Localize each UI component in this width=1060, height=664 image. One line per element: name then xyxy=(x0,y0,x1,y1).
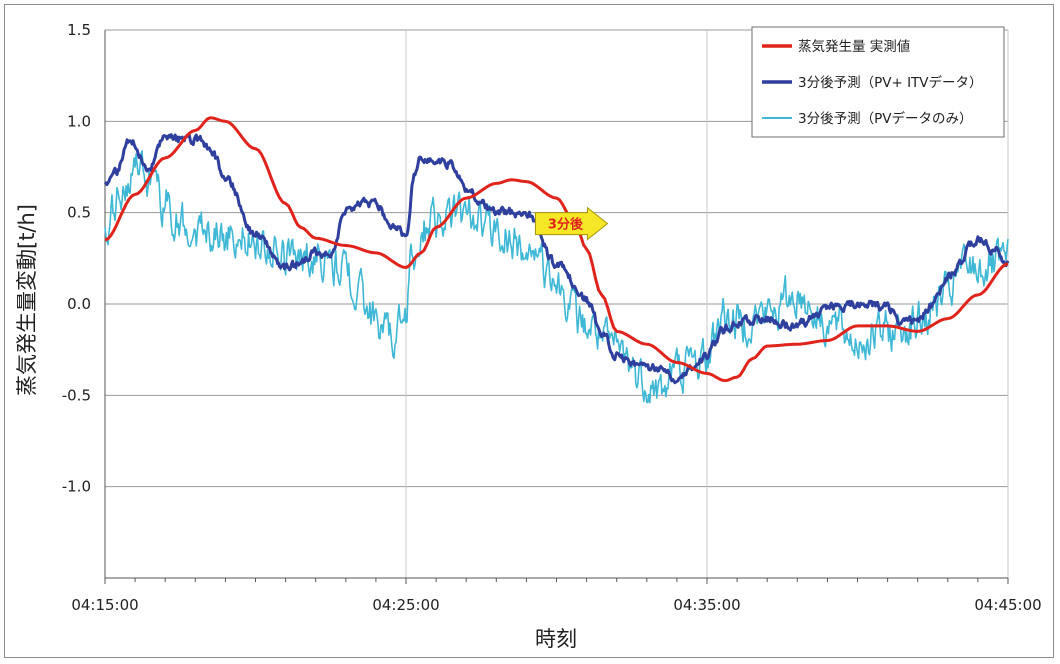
y-tick-label: 1.0 xyxy=(67,112,91,130)
annotation-layer: 3分後 xyxy=(534,206,609,241)
legend-label: 3分後予測（PV+ ITVデータ） xyxy=(798,74,983,91)
y-axis-title: 蒸気発生量変動[t/h] xyxy=(15,204,39,396)
y-tick-label: -0.5 xyxy=(62,386,91,404)
legend-box xyxy=(751,26,1005,138)
annotation-arrow xyxy=(534,206,609,241)
x-tick-label: 04:15:00 xyxy=(71,596,138,614)
x-tick-label: 04:45:00 xyxy=(974,596,1041,614)
annotation-label: 3分後 xyxy=(548,217,584,233)
series-layer xyxy=(103,116,1010,404)
y-tick-label: 0.5 xyxy=(67,204,91,222)
x-tick-label: 04:35:00 xyxy=(673,596,740,614)
axes: 1.5 1.0 0.5 0.0 -0.5 -1.0 04:15:00 04:25:00 04:3… xyxy=(62,21,1042,614)
legend-label: 3分後予測（PVデータのみ） xyxy=(798,110,972,127)
y-tick-label: 1.5 xyxy=(67,21,91,39)
y-tick-label: -1.0 xyxy=(62,478,91,496)
series-line-3 xyxy=(104,150,1009,404)
legend-label: 蒸気発生量 実測値 xyxy=(798,39,910,55)
y-tick-label: 0.0 xyxy=(67,295,91,313)
series-line-2 xyxy=(103,133,1010,385)
x-axis-title: 時刻 xyxy=(535,627,577,651)
x-tick-label: 04:25:00 xyxy=(372,596,439,614)
legend: 蒸気発生量 実測値 3分後予測（PV+ ITVデータ） 3分後予測（PVデータのみ） xyxy=(751,26,1005,138)
series-line-1 xyxy=(104,116,1009,383)
